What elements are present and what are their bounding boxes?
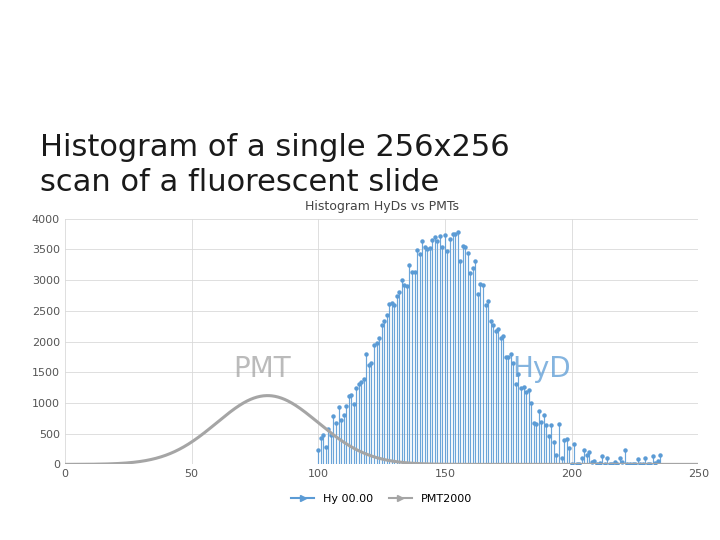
- Text: Histogram of a single 256x256
scan of a fluorescent slide: Histogram of a single 256x256 scan of a …: [40, 133, 509, 197]
- Text: PMT: PMT: [234, 355, 292, 383]
- Title: Histogram HyDs vs PMTs: Histogram HyDs vs PMTs: [305, 200, 459, 213]
- Legend: Hy 00.00, PMT2000: Hy 00.00, PMT2000: [287, 489, 476, 508]
- Text: HyD: HyD: [512, 355, 570, 383]
